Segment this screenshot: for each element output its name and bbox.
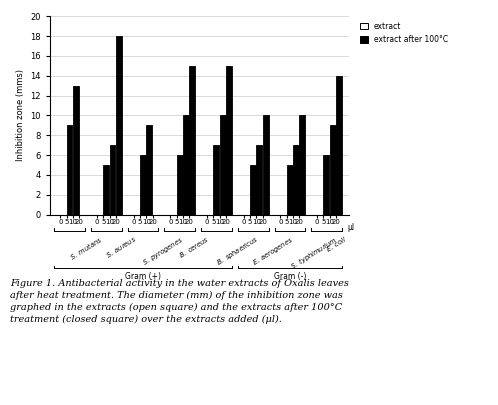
Bar [103, 165, 109, 215]
Bar [323, 155, 329, 215]
Bar [67, 125, 72, 215]
Text: $\it{B.\ cereus}$: $\it{B.\ cereus}$ [178, 234, 212, 260]
Bar [299, 115, 305, 215]
Text: $\it{E.\ coli}$: $\it{E.\ coli}$ [325, 234, 349, 254]
Text: $\it{S.\ typhimurium}$: $\it{S.\ typhimurium}$ [288, 234, 339, 273]
Text: Gram (+): Gram (+) [125, 272, 161, 281]
Bar [220, 115, 226, 215]
Text: Gram (-): Gram (-) [274, 272, 306, 281]
Text: $\it{S.\ mutans}$: $\it{S.\ mutans}$ [68, 234, 104, 262]
Y-axis label: Inhibition zone (mms): Inhibition zone (mms) [15, 69, 24, 162]
Bar [213, 145, 219, 215]
Bar [330, 125, 336, 215]
Bar [189, 66, 195, 215]
Bar [226, 66, 232, 215]
Text: $\it{E.\ aerogenes}$: $\it{E.\ aerogenes}$ [251, 234, 296, 268]
Bar [256, 145, 262, 215]
Bar [293, 145, 299, 215]
Bar [73, 86, 79, 215]
Bar [250, 165, 256, 215]
Bar [116, 36, 122, 215]
Bar [336, 76, 342, 215]
Bar [287, 165, 293, 215]
Bar [140, 155, 146, 215]
Bar [183, 115, 189, 215]
Text: $\it{S.\ pyrogenes}$: $\it{S.\ pyrogenes}$ [141, 234, 186, 268]
Bar [110, 145, 116, 215]
Text: $\it{S.\ aureus}$: $\it{S.\ aureus}$ [104, 234, 138, 260]
Bar [146, 125, 152, 215]
Bar [177, 155, 183, 215]
Bar [262, 115, 268, 215]
Legend: extract, extract after 100°C: extract, extract after 100°C [359, 20, 449, 46]
Text: Figure 1. Antibacterial activity in the water extracts of Oxalis leaves
after he: Figure 1. Antibacterial activity in the … [10, 279, 349, 324]
Text: μl: μl [348, 223, 355, 232]
Text: $\it{B.\ sphaericus}$: $\it{B.\ sphaericus}$ [215, 234, 260, 268]
